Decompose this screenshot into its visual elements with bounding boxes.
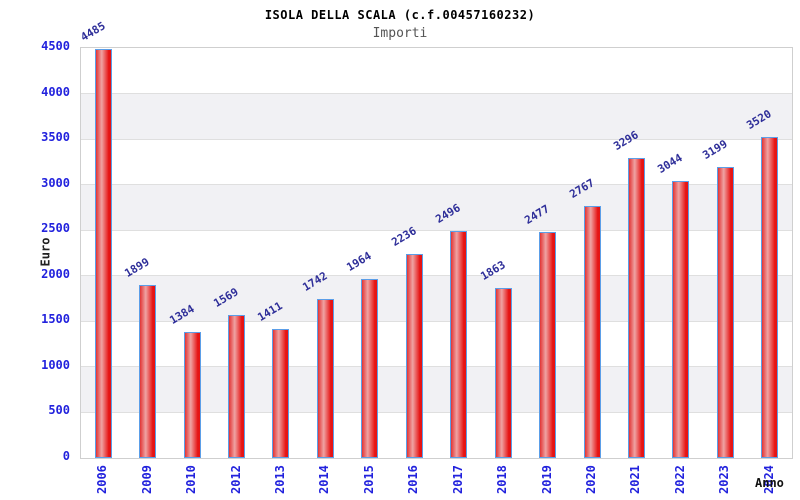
y-tick-label: 4500 bbox=[41, 39, 70, 53]
plot-band bbox=[81, 93, 792, 140]
bar-2019 bbox=[539, 232, 557, 458]
x-tick-label: 2014 bbox=[317, 465, 332, 494]
bar-2020 bbox=[583, 205, 601, 458]
gridline bbox=[81, 184, 792, 186]
y-axis-title: Euro bbox=[38, 237, 53, 267]
gridline bbox=[81, 138, 792, 140]
x-tick-label: 2013 bbox=[272, 465, 287, 494]
x-tick-label: 2016 bbox=[406, 465, 421, 494]
x-tick-label: 2010 bbox=[184, 465, 199, 494]
bar-2017 bbox=[450, 230, 468, 458]
bar-value-label: 1964 bbox=[344, 249, 375, 275]
gridline bbox=[81, 93, 792, 95]
bar-2021 bbox=[627, 157, 645, 458]
y-tick-label: 500 bbox=[48, 403, 70, 418]
y-tick-label: 3500 bbox=[41, 130, 70, 145]
gridline bbox=[81, 366, 792, 368]
bar-2013 bbox=[272, 329, 290, 458]
x-axis-title: Anno bbox=[755, 476, 784, 490]
x-tick-label: 2022 bbox=[672, 465, 687, 494]
y-tick-label: 1500 bbox=[41, 312, 70, 327]
x-tick-label: 2018 bbox=[495, 465, 510, 494]
gridline bbox=[81, 275, 792, 277]
x-tick-label: 2006 bbox=[95, 465, 110, 494]
bar-2016 bbox=[405, 254, 423, 458]
bar-2010 bbox=[183, 331, 201, 458]
y-tick-label: 2500 bbox=[41, 221, 70, 236]
chart-subtitle: Importi bbox=[372, 26, 428, 41]
x-tick-label: 2012 bbox=[228, 465, 243, 494]
bar-2009 bbox=[139, 284, 157, 458]
y-tick-label: 4000 bbox=[41, 84, 70, 99]
x-tick-label: 2015 bbox=[361, 465, 376, 494]
x-tick-label: 2009 bbox=[139, 465, 154, 494]
bar-value-label: 3044 bbox=[655, 150, 686, 176]
chart-title: ISOLA DELLA SCALA (c.f.00457160232) bbox=[264, 8, 536, 22]
gridline bbox=[81, 320, 792, 322]
bar-2018 bbox=[494, 288, 512, 458]
gridline bbox=[81, 229, 792, 231]
bar-2012 bbox=[228, 315, 246, 458]
x-tick-label: 2019 bbox=[539, 465, 554, 494]
x-tick-label: 2021 bbox=[628, 465, 643, 494]
bar-value-label: 3199 bbox=[700, 136, 730, 162]
bar-2024 bbox=[761, 137, 779, 458]
bar-2015 bbox=[361, 279, 379, 458]
x-tick-label: 2020 bbox=[584, 465, 599, 494]
bar-2014 bbox=[316, 299, 334, 458]
x-tick-label: 2023 bbox=[717, 465, 732, 494]
y-tick-label: 3000 bbox=[41, 175, 70, 190]
bar-2023 bbox=[716, 166, 734, 458]
x-tick-label: 2017 bbox=[450, 465, 465, 494]
bar-2022 bbox=[672, 180, 690, 458]
gridline bbox=[81, 411, 792, 413]
plot-area: 4485 1899 1384 1569 1411 1742 1964 2236 2496 1863… bbox=[78, 20, 793, 459]
y-tick-label: 0 bbox=[62, 449, 70, 463]
y-tick-label: 2000 bbox=[41, 266, 70, 281]
bar-2006 bbox=[94, 49, 112, 458]
y-tick-label: 1000 bbox=[41, 357, 70, 372]
